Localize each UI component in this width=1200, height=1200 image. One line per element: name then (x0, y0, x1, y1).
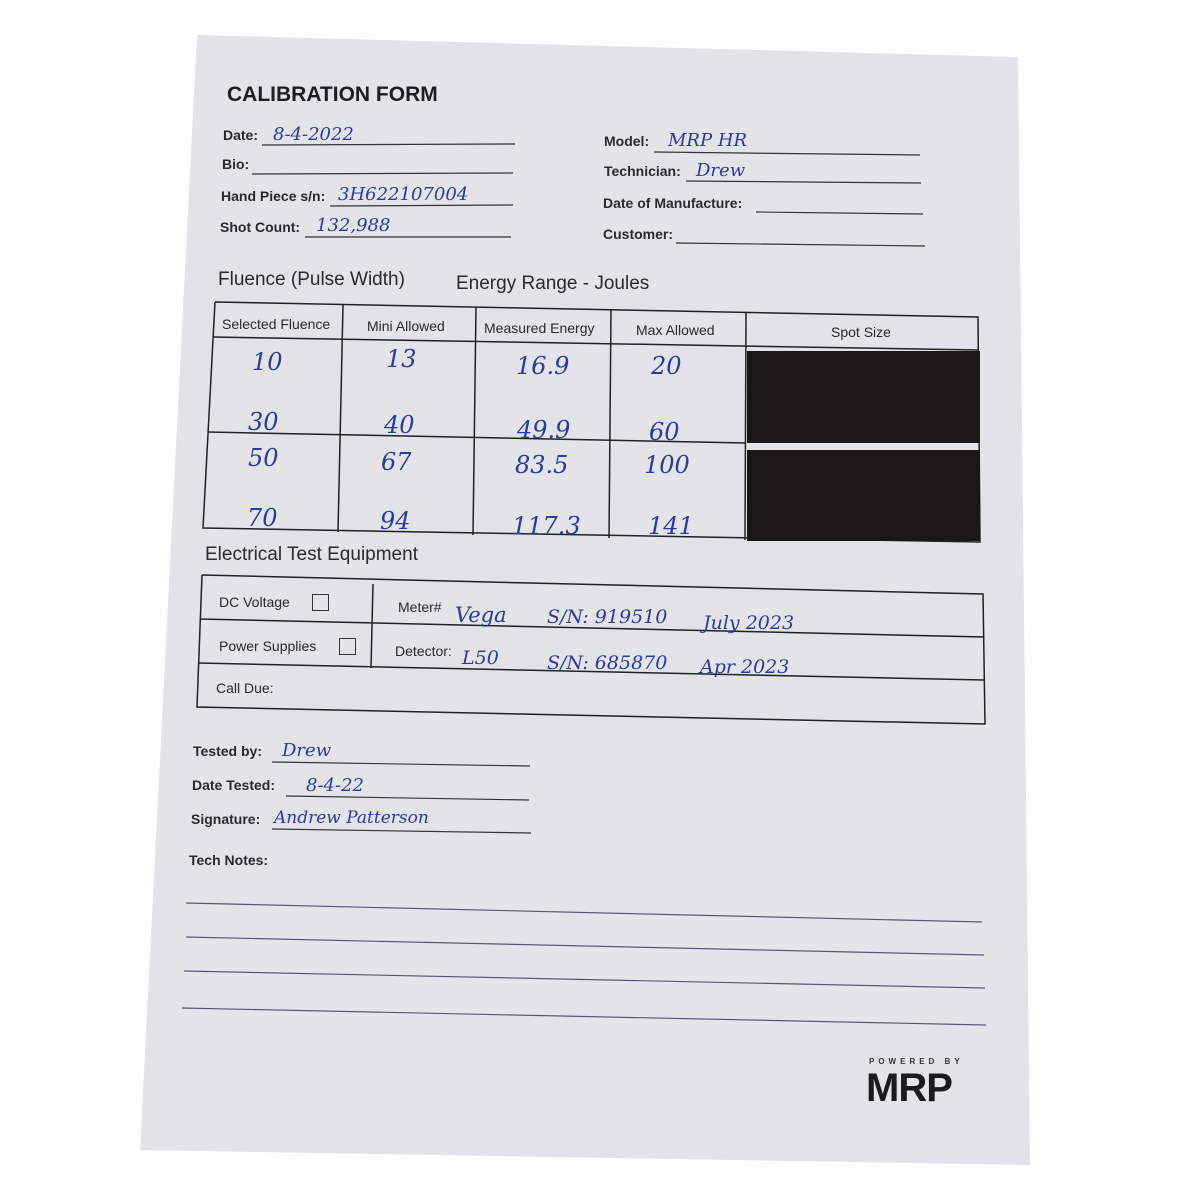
mrp-logo: MRP (866, 1066, 953, 1110)
tested-by-value[interactable]: Drew (282, 740, 332, 761)
cell: 117.3 (512, 512, 581, 540)
col-spot-size: Spot Size (831, 324, 891, 340)
date-value[interactable]: 8-4-2022 (273, 124, 354, 145)
call-due-label: Call Due: (216, 680, 274, 696)
spot-size-swatch-1 (747, 351, 980, 443)
shot-count-label: Shot Count: (220, 219, 301, 235)
technician-label: Technician: (604, 163, 681, 179)
cell: 141 (648, 512, 694, 540)
cell: 50 (248, 444, 279, 472)
detector-label: Detector: (395, 643, 452, 659)
signature-value[interactable]: Andrew Patterson (274, 808, 429, 828)
bio-label: Bio: (222, 156, 250, 172)
form-title: CALIBRATION FORM (227, 83, 438, 106)
col-mini-allowed: Mini Allowed (367, 318, 445, 334)
col-measured-energy: Measured Energy (484, 320, 595, 336)
date-tested-label: Date Tested: (192, 777, 275, 793)
dc-voltage-label: DC Voltage (219, 594, 290, 610)
electrical-heading: Electrical Test Equipment (205, 544, 418, 565)
meter-sn: S/N: 919510 (547, 606, 668, 628)
tech-notes-lines (181, 902, 987, 1026)
field-underlines (251, 143, 926, 247)
model-value[interactable]: MRP HR (668, 130, 748, 151)
date-tested-value[interactable]: 8-4-22 (306, 775, 364, 796)
cell: 13 (386, 345, 417, 373)
power-supplies-checkbox[interactable] (339, 638, 356, 655)
col-selected-fluence: Selected Fluence (222, 316, 331, 332)
dc-voltage-checkbox[interactable] (312, 594, 329, 611)
cell: 30 (248, 408, 279, 436)
technician-value[interactable]: Drew (696, 160, 746, 181)
meter-name: Vega (455, 603, 507, 627)
cell: 94 (380, 507, 411, 535)
customer-label: Customer: (603, 226, 674, 242)
signature-label: Signature: (191, 811, 261, 827)
fluence-heading: Fluence (Pulse Width) (218, 269, 405, 290)
cell: 67 (381, 448, 412, 476)
energy-range-heading: Energy Range - Joules (456, 273, 650, 294)
model-label: Model: (604, 133, 650, 149)
power-supplies-label: Power Supplies (219, 638, 317, 654)
shot-count-value[interactable]: 132,988 (316, 215, 391, 236)
cell: 40 (384, 411, 415, 439)
cell: 49.9 (517, 416, 571, 444)
spot-size-swatch-2 (747, 450, 980, 541)
tested-by-label: Tested by: (193, 743, 262, 759)
electrical-table-grid (196, 574, 986, 725)
cell: 83.5 (515, 451, 569, 479)
detector-name: L50 (462, 647, 499, 669)
hand-piece-value[interactable]: 3H622107004 (338, 184, 469, 205)
cell: 10 (252, 348, 283, 376)
cell: 100 (644, 451, 690, 479)
date-of-manufacture-label: Date of Manufacture: (603, 195, 743, 211)
tech-notes-label: Tech Notes: (189, 852, 269, 868)
detector-sn: S/N: 685870 (547, 652, 668, 674)
detector-date: Apr 2023 (700, 656, 790, 678)
meter-date: July 2023 (703, 612, 795, 634)
signoff-underlines (271, 761, 532, 834)
cell: 70 (247, 504, 278, 532)
cell: 16.9 (516, 352, 570, 380)
cell: 20 (651, 352, 682, 380)
paper-background (140, 35, 1030, 1165)
col-max-allowed: Max Allowed (636, 322, 715, 338)
cell: 60 (649, 418, 680, 446)
energy-table-grid (202, 301, 981, 543)
hand-piece-label: Hand Piece s/n: (221, 188, 326, 204)
meter-label: Meter# (398, 599, 442, 615)
date-label: Date: (223, 127, 259, 143)
powered-by-text: POWERED BY (869, 1057, 964, 1066)
